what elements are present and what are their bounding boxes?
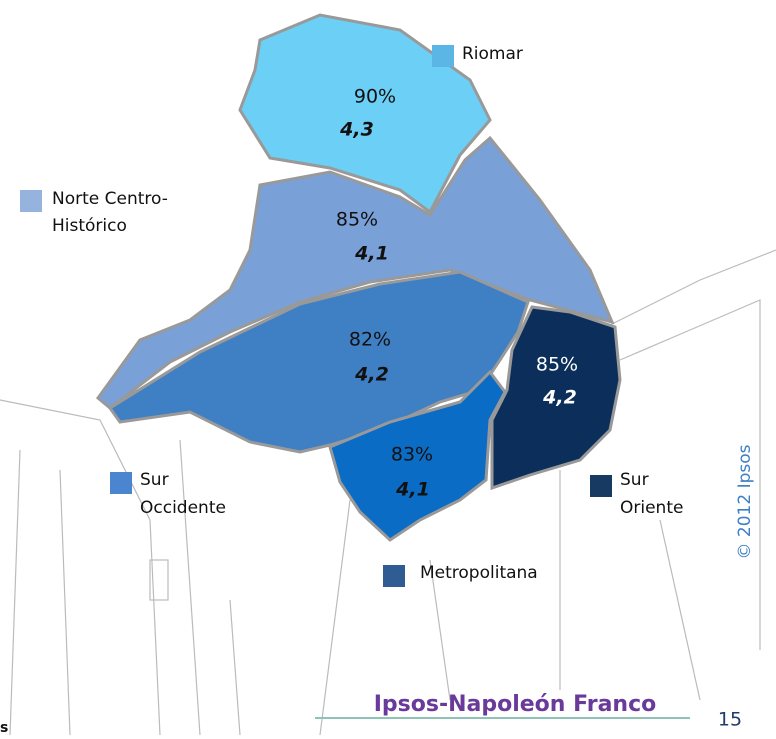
legend-swatch [110,472,132,494]
legend-label: Histórico [52,216,127,236]
region-sur-oriente [490,305,622,491]
legend-swatch [590,475,612,497]
legend-label: Metropolitana [420,563,538,583]
region-percent: 85% [536,354,578,376]
legend-swatch [383,565,405,587]
region-percent: 83% [391,444,433,466]
legend-swatch [432,45,454,67]
legend-swatch [20,190,42,212]
legend-label: Oriente [620,498,683,518]
region-score: 4,2 [354,364,389,386]
region-percent: 85% [336,209,378,231]
legend: Riomar Norte Centro- Histórico Sur Occid… [20,44,683,587]
region-norte [95,135,615,410]
region-score: 4,2 [542,387,577,409]
region-score: 4,1 [395,479,430,501]
region-percent: 90% [354,86,396,108]
legend-label: Sur [620,470,649,490]
legend-label: Occidente [140,498,226,518]
background-sketch [0,249,776,736]
region-score: 4,1 [354,243,389,265]
legend-label: Riomar [462,44,523,64]
text-fragment: s [0,720,8,735]
region-metropolitana [328,369,507,542]
region-score: 4,3 [339,119,374,141]
page-number: 15 [718,709,742,731]
brand: Ipsos-Napoleón Franco [374,692,657,717]
legend-label: Sur [140,470,169,490]
regions [95,13,622,542]
copyright: © 2012 Ipsos [735,444,755,559]
legend-label: Norte Centro- [52,189,168,209]
region-riomar [238,13,492,215]
region-percent: 82% [349,329,391,351]
